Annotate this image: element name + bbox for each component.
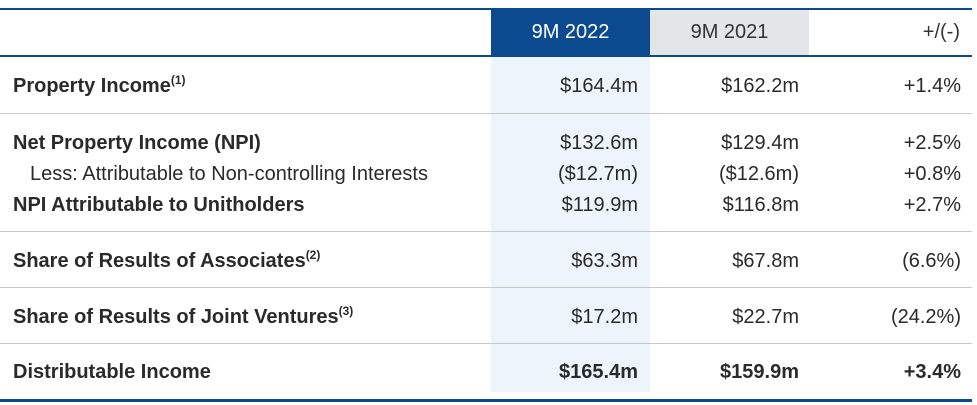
current-period-highlight [491, 57, 650, 392]
row-label: Share of Results of Joint Ventures(3) [13, 304, 354, 328]
table-row-group-npi: Net Property Income (NPI) $132.6m $129.4… [0, 114, 972, 232]
value-9m-2021: $129.4m [721, 132, 799, 154]
table-row-property-income: Property Income(1) $164.4m $162.2m +1.4% [0, 57, 972, 114]
financial-summary-table: 9M 2022 9M 2021 +/(-) [0, 8, 972, 57]
value-change: +3.4% [903, 361, 961, 383]
row-label: NPI Attributable to Unitholders [13, 194, 305, 216]
row-label: Net Property Income (NPI) [13, 132, 261, 154]
value-9m-2022: ($12.7m) [557, 163, 638, 185]
row-label: Property Income(1) [13, 73, 186, 97]
value-9m-2021: ($12.6m) [718, 163, 799, 185]
value-change: (6.6%) [902, 250, 961, 272]
table-row-npi: Net Property Income (NPI) $132.6m $129.4… [0, 130, 972, 156]
header-9m-2022: 9M 2022 [491, 10, 650, 55]
value-9m-2022: $119.9m [561, 194, 638, 216]
table-row-non-controlling: Less: Attributable to Non-controlling In… [0, 161, 972, 187]
value-9m-2022: $164.4m [560, 75, 638, 97]
value-9m-2021: $162.2m [721, 75, 799, 97]
footnote-ref: (1) [170, 73, 186, 87]
value-change: +1.4% [903, 75, 961, 97]
footnote-ref: (2) [305, 248, 321, 262]
value-change: (24.2%) [890, 306, 961, 328]
value-9m-2021: $22.7m [732, 306, 799, 328]
value-9m-2021: $116.8m [722, 194, 799, 216]
value-9m-2021: $67.8m [732, 250, 799, 272]
header-9m-2021: 9M 2021 [650, 10, 809, 55]
value-9m-2022: $165.4m [559, 361, 638, 383]
table-row-joint-ventures: Share of Results of Joint Ventures(3) $1… [0, 288, 972, 344]
row-label: Share of Results of Associates(2) [13, 248, 321, 272]
row-label: Less: Attributable to Non-controlling In… [30, 163, 428, 185]
footnote-ref: (3) [338, 304, 354, 318]
table-header: 9M 2022 9M 2021 +/(-) [0, 8, 972, 57]
value-9m-2022: $63.3m [571, 250, 638, 272]
table-row-npi-unitholders: NPI Attributable to Unitholders $119.9m … [0, 192, 972, 218]
value-change: +2.5% [903, 132, 961, 154]
value-9m-2021: $159.9m [720, 361, 799, 383]
header-change: +/(-) [922, 21, 960, 43]
value-change: +2.7% [903, 194, 961, 216]
value-9m-2022: $17.2m [571, 306, 638, 328]
table-row-distributable-income: Distributable Income $165.4m $159.9m +3.… [0, 344, 972, 402]
value-9m-2022: $132.6m [560, 132, 638, 154]
row-label: Distributable Income [13, 361, 211, 383]
table-row-associates: Share of Results of Associates(2) $63.3m… [0, 232, 972, 288]
value-change: +0.8% [903, 163, 961, 185]
